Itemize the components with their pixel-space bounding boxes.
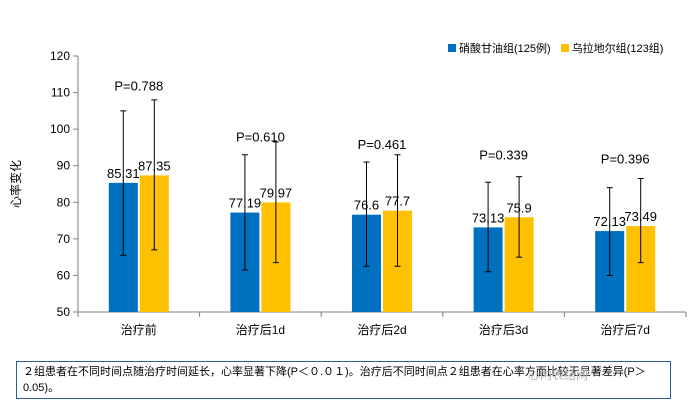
data-label: 79.97 <box>260 185 293 200</box>
y-axis-title: 心率变化 <box>8 160 23 208</box>
y-tick-label: 110 <box>51 86 70 100</box>
x-tick-label: 治疗后3d <box>479 323 528 337</box>
chart-bars <box>108 99 656 312</box>
watermark-text: 心内表结网 <box>528 368 589 382</box>
data-label: 76.6 <box>354 198 379 213</box>
data-label: 75.9 <box>506 200 531 215</box>
p-value-label: P=0.396 <box>601 151 650 166</box>
data-label: 87.35 <box>138 158 171 173</box>
legend-label-nitroglycerin: 硝酸甘油组(125例) <box>459 43 551 55</box>
y-tick-label: 60 <box>57 268 71 282</box>
data-label: 72.13 <box>593 214 626 229</box>
y-tick-label: 90 <box>57 159 71 173</box>
data-label: 73.13 <box>472 210 505 225</box>
legend-swatch-nitroglycerin <box>448 44 456 52</box>
p-value-label: P=0.461 <box>358 137 407 152</box>
legend-item-urapidil: 乌拉地尔组(123组) <box>560 40 664 56</box>
data-label: 77.7 <box>385 194 410 209</box>
y-tick-label: 80 <box>57 195 71 209</box>
x-tick-label: 治疗前 <box>121 322 157 337</box>
p-value-label: P=0.788 <box>114 78 163 93</box>
p-value-label: P=0.339 <box>479 148 528 163</box>
legend-swatch-urapidil <box>560 44 569 52</box>
p-value-label: P=0.610 <box>236 129 285 144</box>
y-tick-label: 120 <box>50 49 70 63</box>
y-tick-label: 50 <box>57 305 71 319</box>
chart-axes <box>73 55 687 317</box>
data-label: 73.49 <box>624 209 657 224</box>
legend-item-nitroglycerin: 硝酸甘油组(125例) <box>448 40 551 56</box>
x-tick-label: 治疗后2d <box>357 323 406 337</box>
note-text: ２组患者在不同时间点随治疗时间延长，心率显著下降(P＜０.０１)。治疗后不同时间… <box>23 366 646 394</box>
chart-legend: 硝酸甘油组(125例) 乌拉地尔组(123组) <box>448 40 663 56</box>
x-tick-label: 治疗后1d <box>236 323 285 337</box>
y-tick-label: 100 <box>50 122 70 136</box>
y-tick-label: 70 <box>57 232 71 246</box>
x-tick-label: 治疗后7d <box>601 323 650 337</box>
data-label: 77.19 <box>229 196 262 211</box>
note-box: ２组患者在不同时间点随治疗时间延长，心率显著下降(P＜０.０１)。治疗后不同时间… <box>16 361 671 399</box>
data-label: 85.31 <box>107 166 140 181</box>
legend-label-urapidil: 乌拉地尔组(123组) <box>571 43 664 55</box>
